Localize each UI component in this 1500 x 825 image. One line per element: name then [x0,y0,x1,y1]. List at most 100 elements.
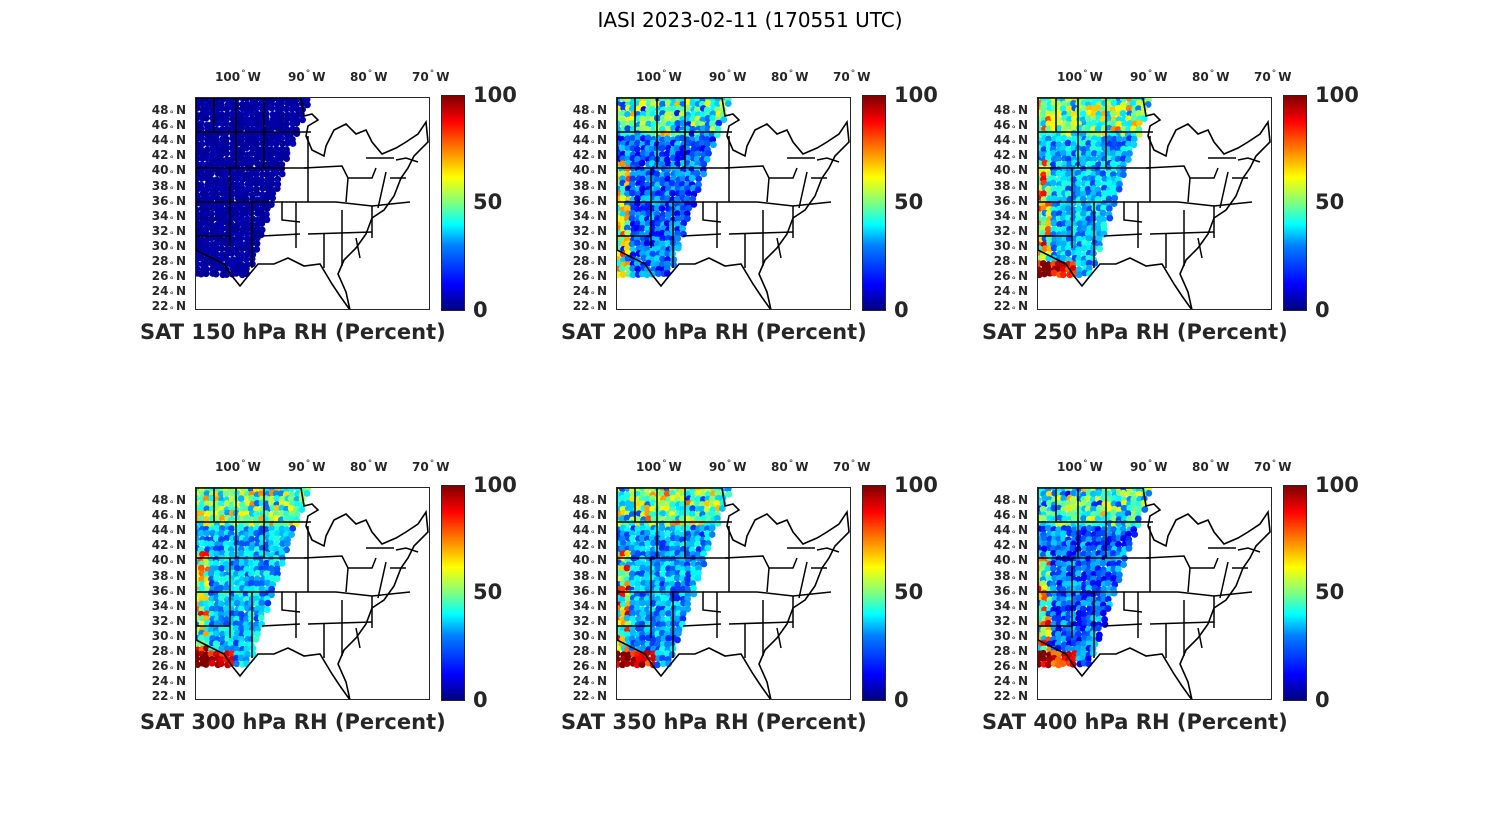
state-border [728,231,794,235]
map-panel: 100° W 90° W 80° W 70° W 48° N 46° N 44° N 42° N 40° N 38°… [561,459,981,750]
rh-observation [668,179,676,187]
figure-title: IASI 2023-02-11 (170551 UTC) [597,8,903,32]
rh-observation [1121,120,1129,128]
rh-observation [1059,660,1067,667]
rh-observation [247,159,255,167]
rh-observation [298,506,306,513]
rh-observation [658,215,666,223]
rh-observation [274,175,282,183]
lat-tick-label: 36° N [993,193,1028,211]
rh-observation [238,560,246,567]
rh-observation [263,559,270,567]
lat-tick-label: 34° N [151,208,186,226]
rh-swath-map [1038,488,1271,699]
rh-observation [1110,589,1118,597]
rh-observation [1095,235,1103,243]
rh-observation [248,110,256,117]
state-border [307,231,373,235]
rh-observation [1115,150,1122,158]
panel-title: SAT 250 hPa RH (Percent) [982,320,1288,344]
rh-observation [1090,119,1098,127]
rh-observation [268,180,276,188]
rh-observation [198,220,206,227]
rh-observation [196,570,200,577]
lat-tick-label: 30° N [151,238,186,256]
rh-observation [674,230,682,238]
rh-observation [242,505,250,513]
rh-observation [659,100,667,108]
lat-tick-label: 28° N [993,644,1028,661]
rh-observation [1080,224,1088,232]
panel-title: SAT 150 hPa RH (Percent) [140,320,446,344]
rh-observation [198,100,206,108]
colorbar-tick-label: 50 [1315,190,1345,214]
colorbar-tick-label: 0 [894,298,909,322]
rh-observation [644,139,652,147]
rh-observation [634,265,642,273]
rh-observation [1096,245,1104,253]
rh-observation [268,534,276,542]
rh-observation [304,101,311,109]
rh-observation [197,529,205,537]
rh-observation [713,131,721,139]
rh-observation [207,540,215,548]
rh-observation [1075,259,1083,267]
lat-tick-label: 44° N [993,523,1028,541]
lon-tick-label: 100° W [636,69,682,84]
colorbar-tick-label: 50 [1315,580,1345,604]
rh-observation [1079,110,1087,118]
rh-observation [1100,225,1108,233]
rh-observation [209,150,216,158]
rh-observation [203,240,211,248]
rh-observation [700,160,708,168]
rh-observation [1064,170,1072,178]
rh-observation [664,160,672,168]
rh-observation [1080,210,1087,218]
rh-observation [197,564,205,572]
lon-tick-label: 100° W [215,459,261,474]
lat-tick-label: 48° N [993,493,1028,510]
rh-observation [248,139,256,147]
rh-observation [624,98,631,103]
rh-observation [223,574,231,582]
rh-observation [253,240,261,248]
rh-observation [1054,260,1062,268]
rh-observation [212,250,220,258]
rh-observation [263,205,271,212]
rh-observation [196,535,200,542]
rh-observation [1055,155,1062,163]
rh-observation [1080,574,1088,582]
rh-observation [617,105,622,113]
rh-observation [293,511,301,519]
rh-observation [1100,215,1107,223]
rh-observation [1064,190,1072,198]
rh-observation [273,150,280,158]
rh-observation [1135,119,1143,127]
rh-observation [1074,250,1082,257]
rh-observation [1064,249,1072,257]
rh-observation [1076,174,1084,182]
rh-observation [635,105,643,113]
rh-observation [243,110,250,118]
rh-observation [1045,220,1053,228]
rh-observation [640,254,648,262]
map-panel: 100° W 90° W 80° W 70° W 48° N 46° N 44° N 42° N 40° N 38°… [140,459,560,750]
rh-observation [1135,109,1143,117]
rh-observation [1101,621,1109,628]
rh-observation [703,131,711,139]
lat-tick-label: 22° N [151,689,186,707]
lat-tick-label: 42° N [993,538,1028,556]
rh-observation [1126,150,1133,157]
rh-observation [222,490,230,498]
rh-observation [1044,661,1052,669]
rh-observation [202,260,210,267]
rh-observation [243,566,251,573]
rh-observation [724,100,732,108]
rh-observation [288,105,296,113]
rh-observation [715,119,723,127]
rh-observation [629,265,637,273]
rh-observation [247,505,255,512]
lon-tick-label: 80° W [350,459,388,474]
rh-observation [633,224,641,232]
colorbar [441,485,465,701]
